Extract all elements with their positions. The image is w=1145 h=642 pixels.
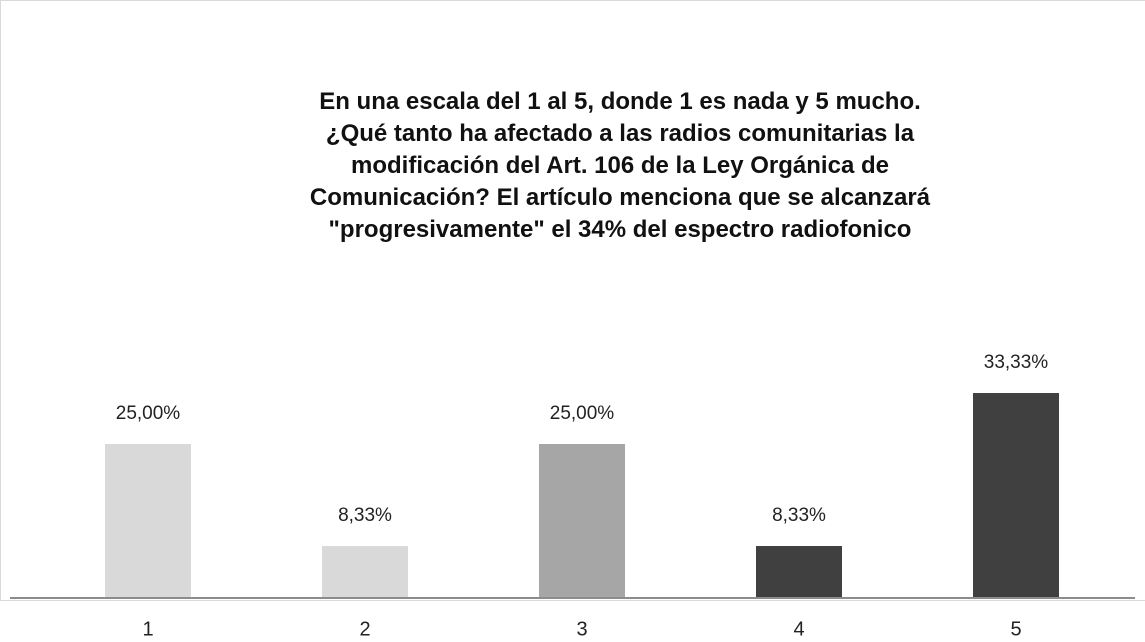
data-label: 25,00%: [550, 403, 615, 424]
chart-title: En una escala del 1 al 5, donde 1 es nad…: [309, 88, 931, 243]
data-label: 8,33%: [338, 505, 392, 526]
bar: [973, 393, 1059, 597]
data-label: 25,00%: [116, 403, 181, 424]
x-tick-label: 4: [793, 618, 804, 640]
bar: [322, 546, 408, 597]
bar: [105, 444, 191, 597]
bar: [756, 546, 842, 597]
chart-border: [0, 0, 1145, 601]
x-tick-label: 5: [1010, 618, 1021, 640]
x-tick-label: 2: [359, 618, 370, 640]
x-tick-label: 1: [142, 618, 153, 640]
data-label: 8,33%: [772, 505, 826, 526]
bar: [539, 444, 625, 597]
x-tick-label: 3: [576, 618, 587, 640]
data-label: 33,33%: [984, 352, 1049, 373]
